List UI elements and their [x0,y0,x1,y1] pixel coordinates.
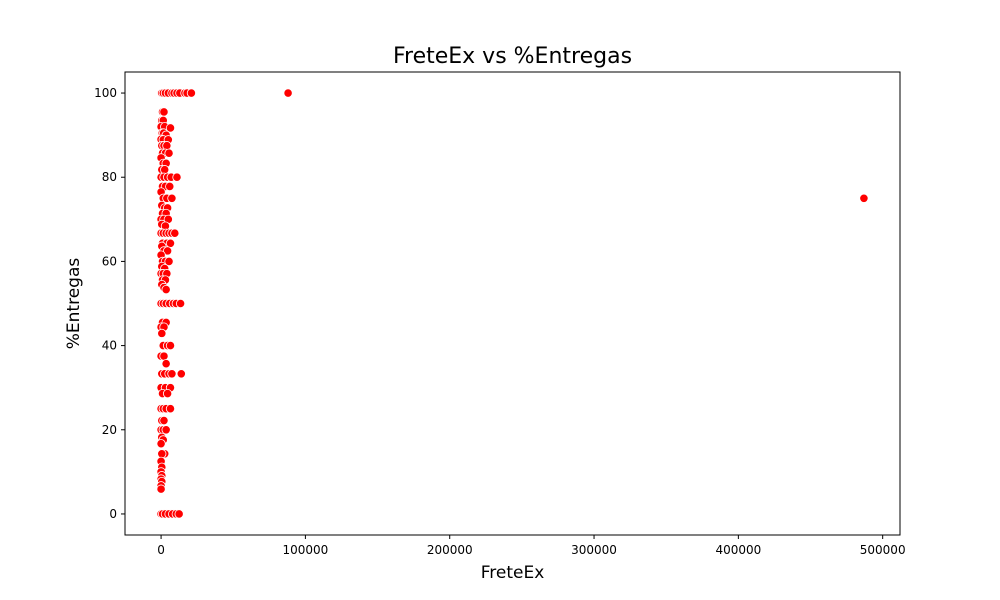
data-point [162,388,173,399]
data-point [175,298,186,309]
x-tick-label: 300000 [571,543,617,557]
data-point [156,439,166,449]
data-point [157,449,167,459]
data-point [162,246,173,256]
data-point [162,141,172,151]
data-point [174,509,184,519]
x-tick-label: 400000 [715,543,761,557]
data-point [172,172,182,182]
data-point [859,193,869,203]
data-point [165,123,176,133]
data-point [165,181,175,192]
y-tick-label: 60 [102,254,117,268]
data-point [176,369,186,379]
data-point [159,107,169,117]
data-point [167,193,177,203]
y-tick-label: 0 [109,507,117,521]
y-axis-ticks: 0 20 40 60 80 100 [94,86,125,521]
data-point [161,285,171,295]
data-point [159,351,169,361]
data-point [164,148,174,158]
data-point [165,340,176,351]
data-point [170,228,180,238]
data-point [186,88,196,98]
x-tick-label: 0 [157,543,165,557]
data-point [164,256,174,267]
data-point [160,165,170,175]
data-point [157,328,167,338]
plot-area-frame [124,71,901,536]
y-tick-label: 100 [94,86,117,100]
x-axis-label: FreteEx [481,563,545,583]
data-point [165,404,176,414]
data-point [159,415,169,426]
data-point [161,425,171,435]
data-point [156,484,166,494]
y-axis-label: %Entregas [64,258,84,350]
data-point [165,238,176,248]
x-tick-label: 100000 [282,543,328,557]
chart-title: FreteEx vs %Entregas [393,44,632,69]
data-points [156,88,869,519]
x-axis-ticks: 0 100000 200000 300000 400000 500000 [157,535,906,557]
data-point [283,88,293,98]
y-tick-label: 80 [102,170,117,184]
y-tick-label: 40 [102,339,117,353]
y-tick-label: 20 [102,423,117,437]
x-tick-label: 500000 [860,543,906,557]
data-point [161,359,171,369]
x-tick-label: 200000 [427,543,473,557]
data-point [167,369,177,379]
